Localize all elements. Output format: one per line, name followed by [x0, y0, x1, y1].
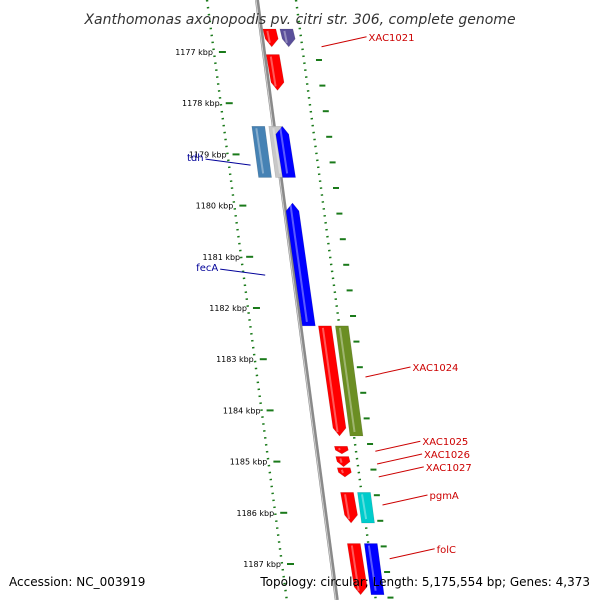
gene-feature[interactable]	[285, 202, 316, 327]
kbp-tick-label: 1181 kbp	[202, 253, 240, 262]
gene-feature[interactable]	[357, 492, 375, 524]
gene-feature[interactable]	[335, 325, 364, 437]
kbp-tick-label: 1182 kbp	[209, 304, 247, 313]
kbp-tick-label: 1177 kbp	[175, 48, 213, 57]
kbp-tick-label: 1187 kbp	[243, 560, 281, 569]
gene-label-leader	[376, 453, 423, 465]
gene-feature[interactable]	[262, 28, 279, 48]
gene-feature[interactable]	[333, 445, 349, 455]
kbp-tick-label: 1185 kbp	[230, 458, 268, 467]
gene-feature-shading	[344, 494, 351, 520]
inner-dotted-ring	[205, 0, 288, 600]
gene-feature-shading	[321, 327, 339, 433]
gene-feature[interactable]	[279, 28, 296, 48]
gene-feature-shading	[279, 128, 289, 174]
kbp-tick-label: 1184 kbp	[223, 406, 261, 415]
tick-group: 1177 kbp 1178 kbp 1179 kbp 1180 kbp 1181 kbp…	[175, 48, 295, 569]
gene-label-xac1021[interactable]: XAC1021	[369, 33, 415, 44]
gene-feature-shading	[338, 447, 341, 451]
gene-label-xac1027[interactable]: XAC1027	[426, 463, 472, 474]
gene-label-xac1024[interactable]: XAC1024	[412, 363, 458, 374]
gene-feature-shading	[350, 545, 360, 591]
gene-feature[interactable]	[265, 54, 285, 91]
gene-label-leader	[220, 268, 266, 276]
label-group: XAC1021 tdh fecA XAC1024 XAC1025 XAC1026 XAC10…	[187, 33, 472, 560]
gene-label-leader	[382, 494, 428, 506]
gene-feature-shading	[255, 128, 265, 174]
gene-feature-shading	[272, 128, 282, 174]
kbp-tick-label: 1186 kbp	[236, 509, 274, 518]
gene-feature-shading	[340, 469, 344, 474]
gene-label-leader	[365, 366, 411, 378]
genome-summary-text: Topology: circular; Length: 5,175,554 bp…	[259, 575, 590, 589]
gene-feature[interactable]	[318, 325, 347, 437]
backbone-group	[255, 0, 339, 600]
genome-backbone-highlight	[255, 0, 337, 600]
gene-label-xac1025[interactable]: XAC1025	[422, 437, 468, 448]
feature-group	[251, 28, 385, 596]
gene-feature-shading	[338, 327, 356, 433]
gene-feature-shading	[266, 30, 271, 44]
map-title: Xanthomonas axonopodis pv. citri str. 30…	[83, 12, 515, 28]
gene-feature[interactable]	[335, 456, 351, 468]
kbp-tick-label: 1183 kbp	[216, 355, 254, 364]
accession-text: Accession: NC_003919	[9, 575, 145, 589]
gene-feature[interactable]	[346, 543, 368, 596]
gene-label-leader	[205, 158, 251, 166]
gene-label-folc[interactable]: folC	[437, 545, 456, 556]
gene-label-tdh[interactable]: tdh	[187, 153, 204, 164]
kbp-tick-label: 1179 kbp	[189, 150, 227, 159]
gene-feature[interactable]	[340, 492, 358, 524]
gene-label-leader	[375, 440, 421, 452]
gene-feature-shading	[269, 56, 277, 87]
gene-feature[interactable]	[251, 125, 272, 178]
gene-feature-shading	[361, 494, 368, 520]
gene-feature[interactable]	[275, 125, 296, 178]
gene-label-pgma[interactable]: pgmA	[430, 491, 459, 502]
gene-feature-shading	[339, 458, 343, 464]
gene-label-leader	[321, 36, 367, 48]
gene-label-leader	[389, 548, 435, 560]
gene-feature[interactable]	[336, 467, 352, 478]
kbp-tick-label: 1180 kbp	[196, 202, 234, 211]
gene-label-feca[interactable]: fecA	[196, 263, 218, 274]
gene-feature-shading	[283, 30, 288, 44]
gene-label-xac1026[interactable]: XAC1026	[424, 450, 470, 461]
gene-label-leader	[378, 466, 424, 478]
genome-backbone	[255, 0, 339, 600]
gene-feature-shading	[289, 204, 308, 323]
kbp-tick-label: 1178 kbp	[182, 99, 220, 108]
gene-feature-shading	[367, 545, 377, 591]
gene-feature[interactable]	[363, 543, 385, 596]
